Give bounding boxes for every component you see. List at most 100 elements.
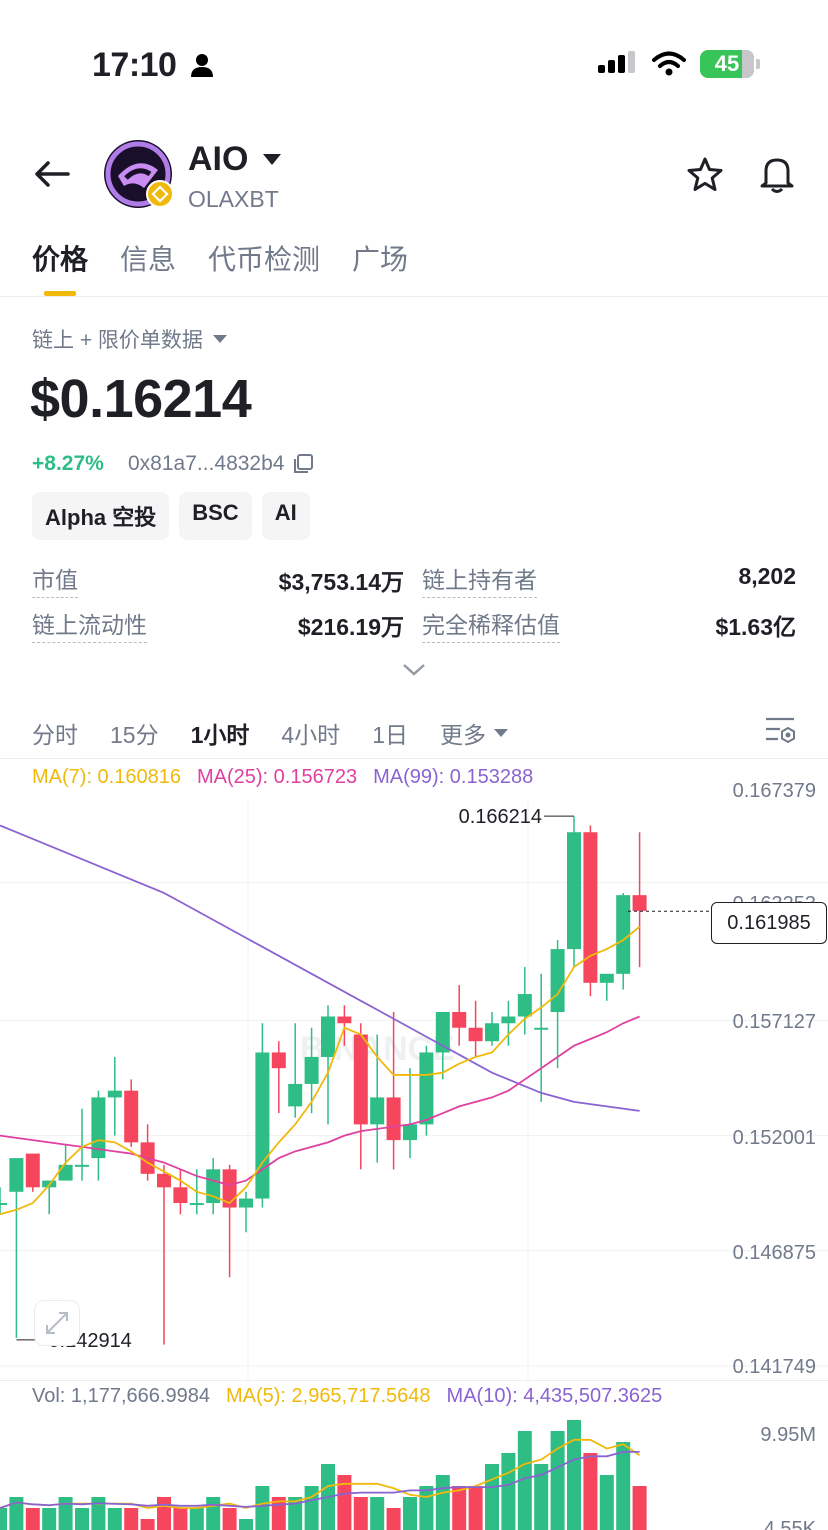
back-arrow-icon[interactable]: [32, 154, 72, 194]
data-source-selector[interactable]: 链上 + 限价单数据: [32, 324, 227, 354]
candle-body: [435, 1012, 450, 1053]
volume-bar: [403, 1497, 417, 1530]
volume-bar: [107, 1508, 122, 1530]
divider: [0, 296, 828, 297]
volume-bar: [583, 1453, 598, 1530]
volume-bar: [42, 1508, 57, 1530]
interval-timeline[interactable]: 分时: [32, 722, 78, 748]
volume-bar: [288, 1497, 303, 1530]
candle-body: [403, 1124, 417, 1141]
candle-body: [304, 1056, 319, 1084]
axis-label: 0.167379: [732, 780, 816, 802]
signal-icon: [598, 51, 635, 73]
data-source-label: 链上 + 限价单数据: [32, 329, 203, 352]
volume-bar: [534, 1464, 549, 1530]
chart-settings-icon[interactable]: [764, 716, 798, 746]
candle-body: [632, 895, 647, 911]
caret-down-icon: [493, 729, 508, 737]
current-price-marker: 0.161985: [711, 902, 827, 944]
chip-ai[interactable]: AI: [261, 492, 310, 540]
vol-label: Vol: 1,177,666.9984: [32, 1385, 210, 1407]
bell-icon[interactable]: [758, 154, 796, 194]
candle-body: [58, 1164, 73, 1181]
price-change: +8.27%: [32, 452, 104, 475]
ma99-label: MA(99): 0.153288: [373, 766, 534, 788]
fullscreen-button[interactable]: [34, 1300, 80, 1346]
volume-bar: [501, 1453, 516, 1530]
ma7-line: [0, 925, 641, 1216]
copy-icon[interactable]: [292, 453, 314, 475]
stat-label-liquidity[interactable]: 链上流动性: [32, 606, 147, 643]
axis-label: 0.141749: [732, 1356, 816, 1378]
stat-value-holders: 8,202: [738, 563, 796, 589]
token-name[interactable]: AIO: [188, 140, 249, 178]
volume-bar: [239, 1519, 253, 1530]
volume-bar: [189, 1508, 204, 1530]
volume-bar: [419, 1486, 434, 1530]
candle-body: [9, 1158, 24, 1192]
star-icon[interactable]: [686, 156, 724, 194]
candle-body: [616, 895, 631, 974]
axis-label: 0.152001: [732, 1127, 816, 1149]
candle-body: [567, 832, 581, 950]
volume-bar: [599, 1475, 614, 1530]
caret-down-icon[interactable]: [262, 152, 282, 166]
tab-price[interactable]: 价格: [32, 244, 89, 275]
volume-bar: [206, 1497, 221, 1530]
stat-value-liquidity: $216.19万: [297, 614, 404, 640]
volume-bar: [222, 1508, 237, 1530]
candle-body: [107, 1090, 122, 1098]
volume-legend: Vol: 1,177,666.9984 MA(5): 2,965,717.564…: [32, 1385, 662, 1408]
volume-bar: [550, 1431, 565, 1530]
candle-body: [271, 1052, 286, 1069]
stat-label-holders[interactable]: 链上持有者: [422, 561, 537, 598]
volume-chart: [0, 1420, 647, 1530]
interval-4h[interactable]: 4小时: [281, 722, 341, 748]
axis-label: 0.157127: [732, 1011, 816, 1033]
candle-body: [157, 1173, 171, 1188]
tab-square[interactable]: 广场: [352, 244, 409, 275]
volume-bar: [485, 1464, 499, 1530]
volume-bar: [468, 1486, 483, 1530]
candle-body: [337, 1016, 352, 1024]
chip-bsc[interactable]: BSC: [179, 492, 252, 540]
volume-bar: [370, 1497, 385, 1530]
divider: [0, 758, 828, 759]
candle-body: [370, 1097, 385, 1125]
volume-bar: [567, 1420, 581, 1530]
candle-body: [550, 949, 565, 1013]
candle-body: [239, 1198, 253, 1208]
volume-bar: [140, 1519, 155, 1530]
volume-bar: [157, 1497, 171, 1530]
volume-bar: [337, 1475, 352, 1530]
candle-body: [222, 1169, 237, 1208]
candle-body: [501, 1016, 516, 1024]
ma-legend: MA(7): 0.160816 MA(25): 0.156723 MA(99):…: [32, 766, 533, 789]
interval-1d[interactable]: 1日: [372, 722, 408, 748]
active-tab-indicator: [44, 291, 76, 296]
bsc-badge-icon: [146, 180, 174, 208]
current-price: $0.16214: [30, 369, 252, 429]
chevron-down-icon[interactable]: [400, 660, 428, 680]
stat-label-market-cap[interactable]: 市值: [32, 561, 78, 598]
stat-label-fdv[interactable]: 完全稀释估值: [422, 606, 560, 643]
tab-token-check[interactable]: 代币检测: [208, 244, 321, 275]
candle-body: [353, 1034, 368, 1125]
volume-bar: [632, 1486, 647, 1530]
candle-body: [534, 1027, 549, 1030]
volume-bar: [91, 1497, 106, 1530]
interval-15m[interactable]: 15分: [110, 722, 159, 748]
candle-body: [452, 1012, 467, 1028]
tab-info[interactable]: 信息: [120, 244, 177, 275]
interval-more[interactable]: 更多: [440, 716, 508, 750]
token-subtitle: OLAXBT: [188, 186, 279, 212]
volume-bar: [304, 1486, 319, 1530]
interval-1h[interactable]: 1小时: [190, 722, 250, 748]
volume-bar: [452, 1486, 467, 1530]
volume-bar: [435, 1475, 450, 1530]
ma99-line: [0, 824, 640, 1112]
volume-bar: [58, 1497, 73, 1530]
chip-alpha[interactable]: Alpha 空投: [32, 492, 170, 540]
contract-address[interactable]: 0x81a7...4832b4: [128, 452, 314, 476]
